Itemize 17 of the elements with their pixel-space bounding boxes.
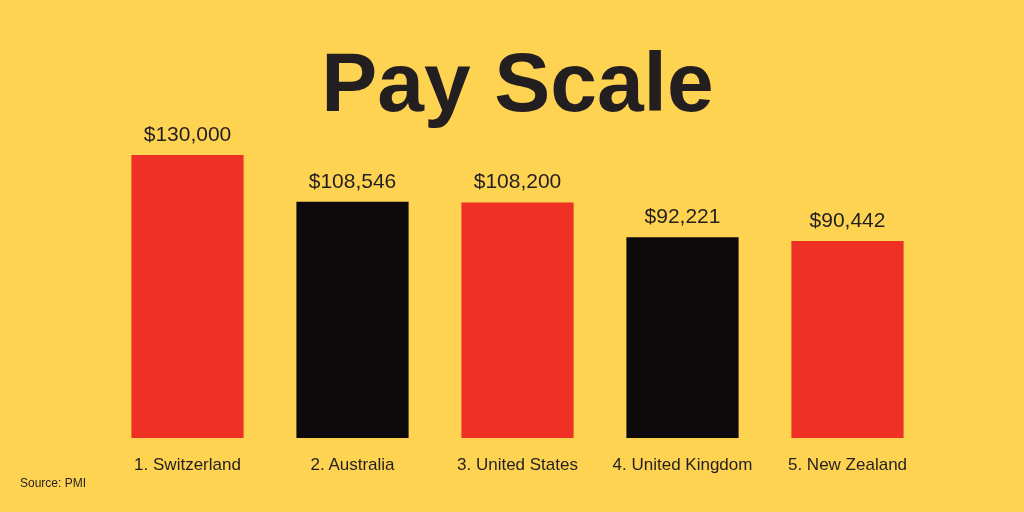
x-tick-label: 3. United States: [457, 454, 578, 474]
x-tick-label: 1. Switzerland: [134, 454, 241, 474]
bar: [626, 237, 739, 438]
data-label: $130,000: [143, 122, 232, 145]
data-label: $108,200: [473, 169, 562, 193]
x-tick-label: 5. New Zealand: [787, 454, 908, 474]
data-label: $108,546: [308, 168, 397, 192]
source-note: Source: PMI: [20, 476, 87, 490]
bar: [131, 155, 244, 438]
x-tick-label: 2. Australia: [310, 454, 396, 474]
bar: [296, 201, 409, 438]
data-label: $90,442: [809, 208, 886, 232]
x-tick-label: 4. United Kingdom: [612, 454, 753, 474]
bar: [461, 202, 574, 438]
data-label: $92,221: [644, 204, 721, 228]
chart-title: Pay Scale: [321, 35, 714, 129]
bar: [791, 241, 904, 438]
